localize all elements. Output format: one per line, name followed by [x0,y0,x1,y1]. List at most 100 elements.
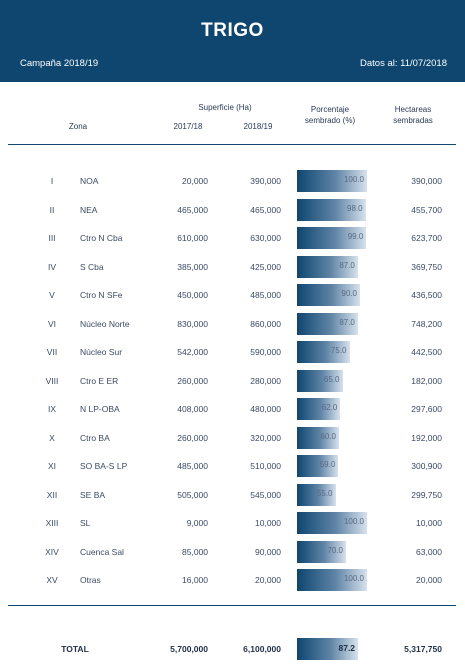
zone-name: SE BA [80,489,106,500]
surface-2018: 510,000 [250,461,281,471]
table-row: XI SO BA-S LP 485,000 510,000 59.0 300,900 [0,453,465,479]
table-row: II NEA 465,000 465,000 98.0 455,700 [0,197,465,223]
percent-bar [297,455,339,477]
zone-number: III [48,233,56,243]
col-2018-header: 2018/19 [243,122,273,131]
hectares-sown: 192,000 [411,432,442,443]
zone-number: II [49,204,55,215]
hectares-sown: 20,000 [416,575,442,585]
surface-2018: 425,000 [250,261,281,272]
surface-2018: 480,000 [250,404,281,414]
surface-2017: 830,000 [177,318,208,329]
surface-2017: 16,000 [182,575,208,585]
percent-value: 99.0 [347,232,364,241]
data-date-label: Datos al: 11/07/2018 [360,58,447,69]
percent-value: 98.0 [347,203,363,213]
table-row: VII Núcleo Sur 542,000 590,000 75.0 442,500 [0,339,465,365]
zone-name: Ctro N SFe [80,290,123,300]
surface-2017: 85,000 [182,546,208,557]
percent-value: 59.0 [319,460,336,469]
col-2017-header: 2017/18 [173,122,203,131]
surface-2017: 260,000 [177,375,208,386]
hectares-sown: 390,000 [411,176,442,186]
col-hectareas-line2: sembradas [393,115,433,125]
surface-2018: 390,000 [250,176,281,186]
surface-2017: 20,000 [182,176,208,186]
col-porcentaje-header: Porcentaje sembrado (%) [290,105,370,127]
report-title: TRIGO [201,20,264,41]
col-hectareas-line1: Hectareas [394,105,432,114]
table-row: V Ctro N SFe 450,000 485,000 90.0 436,500 [0,282,465,308]
surface-2017: 385,000 [177,261,208,272]
surface-2017: 9,000 [186,518,208,528]
percent-value: 100.0 [343,175,364,184]
hectares-sown: 455,700 [411,204,442,215]
surface-2017: 260,000 [177,432,208,443]
zone-name: Núcleo Norte [80,318,130,329]
percent-bar [297,341,350,363]
surface-2018: 860,000 [250,318,281,329]
zone-number: VI [47,318,57,329]
percent-value: 60.0 [320,431,336,441]
table-row: XIV Cuenca Sal 85,000 90,000 70.0 63,000 [0,539,465,565]
header-banner: TRIGO Campaña 2018/19 Datos al: 11/07/20… [0,0,465,82]
total-hectares: 5,317,750 [404,644,442,654]
hectares-sown: 369,750 [411,261,442,272]
col-superficie-header: Superficie (Ha) [198,103,252,112]
zone-name: Ctro BA [80,432,110,443]
total-2017: 5,700,000 [170,644,208,654]
table-row: VI Núcleo Norte 830,000 860,000 87.0 748,200 [0,311,465,337]
hectares-sown: 442,500 [411,347,442,357]
percent-bar [297,227,367,249]
table-row: XIII SL 9,000 10,000 100.0 10,000 [0,510,465,536]
col-hectareas-header: Hectareas sembradas [378,105,448,127]
percent-bar [297,255,358,278]
total-divider [8,605,456,606]
hectares-sown: 436,500 [411,290,442,300]
surface-2018: 590,000 [250,347,281,357]
surface-2018: 465,000 [250,204,281,215]
table-row: XV Otras 16,000 20,000 100.0 20,000 [0,567,465,593]
percent-bar [297,170,367,192]
table-row: VIII Ctro E ER 260,000 280,000 65.0 182,000 [0,368,465,394]
percent-bar [297,540,346,563]
percent-value: 70.0 [327,545,343,555]
col-zona-header: Zona [68,122,88,131]
zone-number: XI [47,461,57,471]
surface-2017: 505,000 [177,489,208,500]
percent-value: 62.0 [321,403,338,412]
hectares-sown: 623,700 [411,233,442,243]
percent-value: 87.0 [339,260,355,270]
surface-2017: 610,000 [177,233,208,243]
total-percent-bar [297,638,359,660]
hectares-sown: 10,000 [416,518,442,528]
zone-name: NEA [80,204,98,215]
percent-value: 100.0 [343,517,364,526]
header-divider [8,144,456,145]
surface-2018: 485,000 [250,290,281,300]
zone-name: SL [80,518,91,528]
zone-number: XV [46,575,58,585]
surface-2018: 630,000 [250,233,281,243]
zone-number: VII [46,347,58,357]
percent-bar [297,284,360,306]
surface-2018: 545,000 [250,489,281,500]
surface-2017: 408,000 [177,404,208,414]
percent-value: 75.0 [330,346,347,355]
table-row: I NOA 20,000 390,000 100.0 390,000 [0,168,465,194]
percent-value: 90.0 [341,289,357,298]
percent-bar [297,426,339,449]
percent-bar [297,312,358,335]
col-porcentaje-line2: sembrado (%) [304,115,356,125]
surface-2017: 450,000 [177,290,208,300]
hectares-sown: 63,000 [416,546,442,557]
zone-name: Ctro N Cba [80,233,123,243]
surface-2018: 20,000 [255,575,281,585]
surface-2018: 10,000 [255,518,281,528]
zone-name: Cuenca Sal [80,546,124,557]
percent-value: 100.0 [343,574,364,583]
zone-name: N LP-OBA [80,404,120,414]
table-row: IV S Cba 385,000 425,000 87.0 369,750 [0,254,465,280]
zone-number: VIII [45,375,59,386]
hectares-sown: 299,750 [411,489,442,500]
